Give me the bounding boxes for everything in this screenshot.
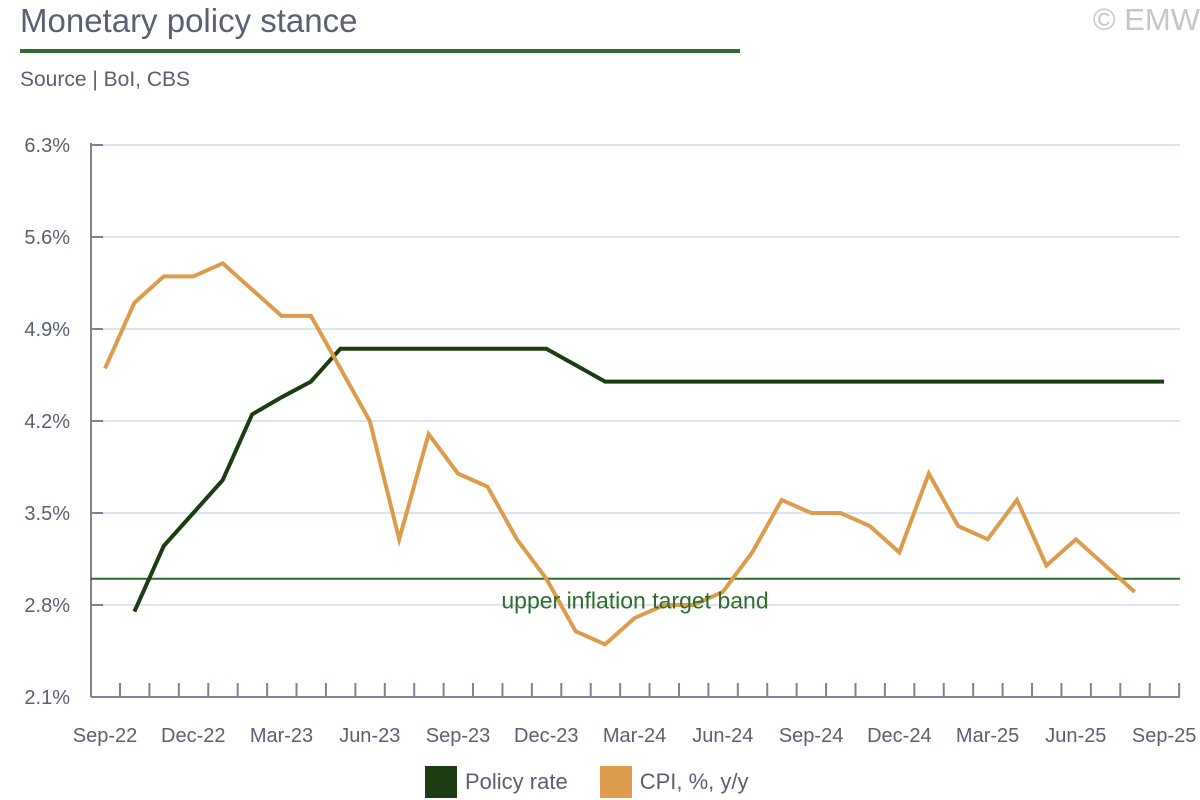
y-tick-label: 3.5% [24, 503, 70, 525]
x-tick-label: Jun-25 [1045, 725, 1106, 747]
legend: Policy rate CPI, %, y/y [425, 766, 781, 798]
x-tick-label: Sep-22 [73, 725, 138, 747]
legend-item-cpi: CPI, %, y/y [599, 766, 749, 798]
legend-item-policy-rate: Policy rate [425, 766, 568, 798]
cpi-line [103, 260, 1137, 647]
x-tick-label: Jun-24 [692, 725, 753, 747]
chart-title: Monetary policy stance [20, 2, 358, 39]
x-tick-label: Dec-22 [161, 725, 225, 747]
copyright: © EMW [1092, 2, 1200, 37]
legend-label: CPI, %, y/y [639, 769, 749, 794]
x-tick-label: Sep-24 [779, 725, 844, 747]
x-tick-label: Dec-23 [514, 725, 578, 747]
y-tick-label: 4.2% [24, 411, 70, 433]
source-note: Source | BoI, CBS [20, 68, 191, 91]
policy-rate-line [132, 346, 1165, 613]
legend-swatch [599, 766, 632, 798]
x-tick-label: Mar-24 [603, 725, 666, 747]
x-tick-label: Jun-23 [339, 725, 400, 747]
y-tick-label: 2.8% [24, 595, 70, 617]
x-tick-label: Sep-23 [426, 725, 491, 747]
y-tick-label: 5.6% [24, 227, 70, 249]
x-tick-label: Mar-25 [956, 725, 1019, 747]
x-tick-label: Sep-25 [1132, 725, 1197, 747]
y-tick-label: 2.1% [24, 687, 70, 709]
x-tick-label: Dec-24 [867, 725, 931, 747]
y-tick-label: 6.3% [24, 135, 70, 157]
title-underline [20, 49, 740, 53]
x-tick-label: Mar-23 [250, 725, 313, 747]
legend-swatch [425, 766, 457, 798]
reference-line-label: upper inflation target band [501, 588, 768, 614]
y-tick-label: 4.9% [24, 319, 70, 341]
legend-label: Policy rate [465, 769, 568, 794]
